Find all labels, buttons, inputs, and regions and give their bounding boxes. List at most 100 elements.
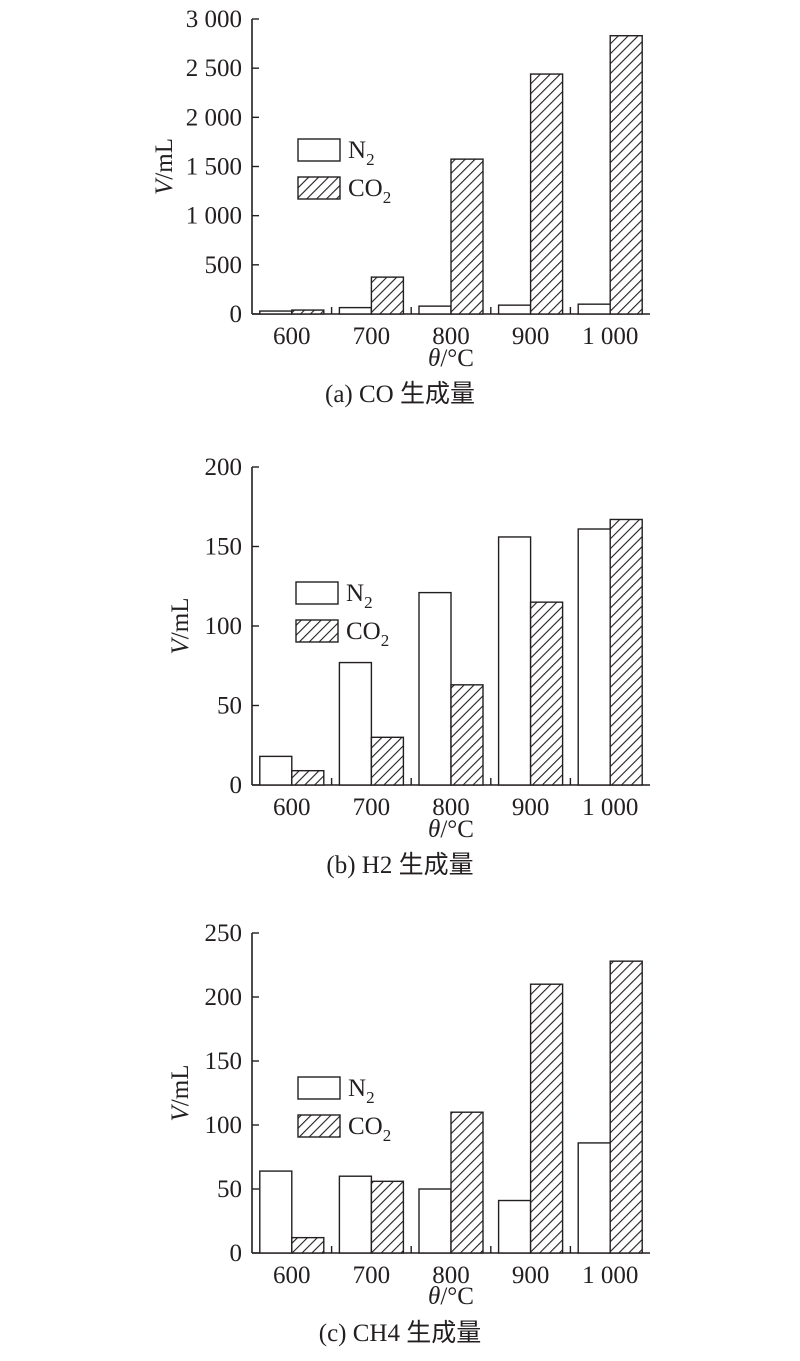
legend-label-co2: CO2 [348, 1113, 391, 1145]
bar-co2-700 [370, 276, 405, 315]
legend-label-sub: 2 [383, 188, 392, 207]
y-tick-label: 50 [217, 693, 242, 720]
bar-co2-600 [291, 1236, 325, 1254]
y-tick-label: 0 [230, 1240, 243, 1267]
x-axis-unit: /°C [440, 816, 474, 843]
legend-label-n2: N2 [348, 137, 375, 169]
legend-label-main: CO [348, 1113, 383, 1140]
y-axis-title: V/mL [151, 138, 178, 195]
x-tick-label: 600 [273, 1262, 311, 1289]
x-axis-title: θ/°C [428, 816, 474, 843]
legend-label-co2: CO2 [346, 618, 389, 650]
legend-swatch-co2 [297, 176, 341, 200]
x-tick-label: 600 [273, 794, 311, 821]
chart-caption: (a) CO 生成量 [325, 380, 475, 408]
x-axis-var: θ [428, 1283, 440, 1310]
x-tick-label: 800 [432, 794, 470, 821]
x-axis-var: θ [428, 345, 440, 372]
x-tick-label: 1 000 [582, 323, 638, 350]
y-tick-label: 1 500 [186, 154, 242, 181]
bar-co2-800 [450, 1111, 484, 1254]
legend-swatch-n2 [297, 1076, 341, 1100]
bar-n2-900 [497, 536, 532, 786]
x-tick-label: 800 [432, 323, 470, 350]
bar-co2-900 [529, 601, 564, 786]
y-tick-label: 150 [205, 534, 243, 561]
y-tick-label: 200 [205, 984, 243, 1011]
x-axis-unit: /°C [440, 1283, 474, 1310]
bar-n2-1000 [577, 303, 611, 315]
bar-co2-1000 [609, 960, 643, 1254]
bar-n2-600 [259, 310, 293, 315]
bar-co2-1000 [609, 35, 643, 315]
x-tick-label: 700 [353, 794, 391, 821]
bar-co2-1000 [609, 518, 643, 786]
legend-swatch-co2 [295, 619, 339, 643]
y-tick-label: 100 [205, 613, 243, 640]
x-tick-label: 900 [512, 323, 550, 350]
legend-swatch-n2 [297, 138, 341, 162]
bar-n2-600 [259, 755, 293, 786]
x-tick-label: 900 [512, 794, 550, 821]
y-tick-label: 150 [205, 1048, 243, 1075]
chart-caption: (b) H2 生成量 [326, 851, 473, 879]
y-tick-label: 50 [217, 1176, 242, 1203]
legend-label-main: N [346, 580, 364, 607]
bar-co2-900 [529, 983, 564, 1254]
legend-label-n2: N2 [346, 580, 373, 612]
x-tick-label: 700 [353, 323, 391, 350]
bar-co2-700 [370, 1180, 405, 1254]
bar-n2-700 [338, 1175, 373, 1254]
x-tick-label: 1 000 [582, 1262, 638, 1289]
x-tick-label: 800 [432, 1262, 470, 1289]
y-tick-label: 100 [205, 1112, 243, 1139]
chart-panel-3: 0 50 100 150 200 250 600 700 800 900 1 000 V/mL θ/°C… [167, 920, 650, 1347]
bar-co2-600 [291, 769, 325, 786]
legend-label-n2: N2 [348, 1075, 375, 1107]
bar-co2-800 [450, 158, 484, 315]
bar-n2-900 [497, 304, 532, 315]
legend-label-sub: 2 [383, 1126, 392, 1145]
legend-label-main: N [348, 1075, 366, 1102]
y-axis-var: V [167, 1103, 194, 1121]
chart-caption: (c) CH4 生成量 [319, 1319, 481, 1347]
bar-co2-700 [370, 736, 405, 786]
bar-n2-600 [259, 1170, 293, 1254]
bar-n2-800 [418, 591, 452, 786]
x-tick-label: 900 [512, 1262, 550, 1289]
y-tick-label: 200 [205, 454, 243, 481]
y-tick-label: 500 [205, 252, 243, 279]
y-tick-label: 0 [230, 301, 243, 328]
bar-co2-600 [291, 309, 325, 315]
bar-co2-900 [529, 73, 564, 315]
x-axis-title: θ/°C [428, 345, 474, 372]
y-axis-unit: /mL [151, 138, 178, 180]
y-tick-label: 2 000 [186, 104, 242, 131]
legend-label-main: CO [346, 618, 381, 645]
bar-n2-800 [418, 1188, 452, 1254]
legend-swatch-co2 [297, 1114, 341, 1138]
bar-n2-700 [338, 306, 373, 315]
y-axis-var: V [167, 636, 194, 654]
bar-n2-900 [497, 1199, 532, 1254]
legend-label-main: CO [348, 175, 383, 202]
y-axis-title: V/mL [167, 598, 194, 655]
y-axis-title: V/mL [167, 1065, 194, 1122]
legend-label-co2: CO2 [348, 175, 391, 207]
bar-n2-800 [418, 305, 452, 315]
legend-label-sub: 2 [381, 631, 390, 650]
x-tick-label: 1 000 [582, 794, 638, 821]
bar-n2-700 [338, 661, 373, 786]
y-tick-label: 2 500 [186, 55, 242, 82]
y-axis-unit: /mL [167, 1065, 194, 1107]
legend-label-sub: 2 [364, 593, 373, 612]
y-tick-label: 1 000 [186, 203, 242, 230]
x-axis-title: θ/°C [428, 1283, 474, 1310]
bar-co2-800 [450, 684, 484, 786]
y-tick-label: 0 [230, 772, 243, 799]
y-axis-var: V [151, 177, 178, 195]
y-tick-label: 250 [205, 920, 243, 947]
y-axis-unit: /mL [167, 598, 194, 640]
